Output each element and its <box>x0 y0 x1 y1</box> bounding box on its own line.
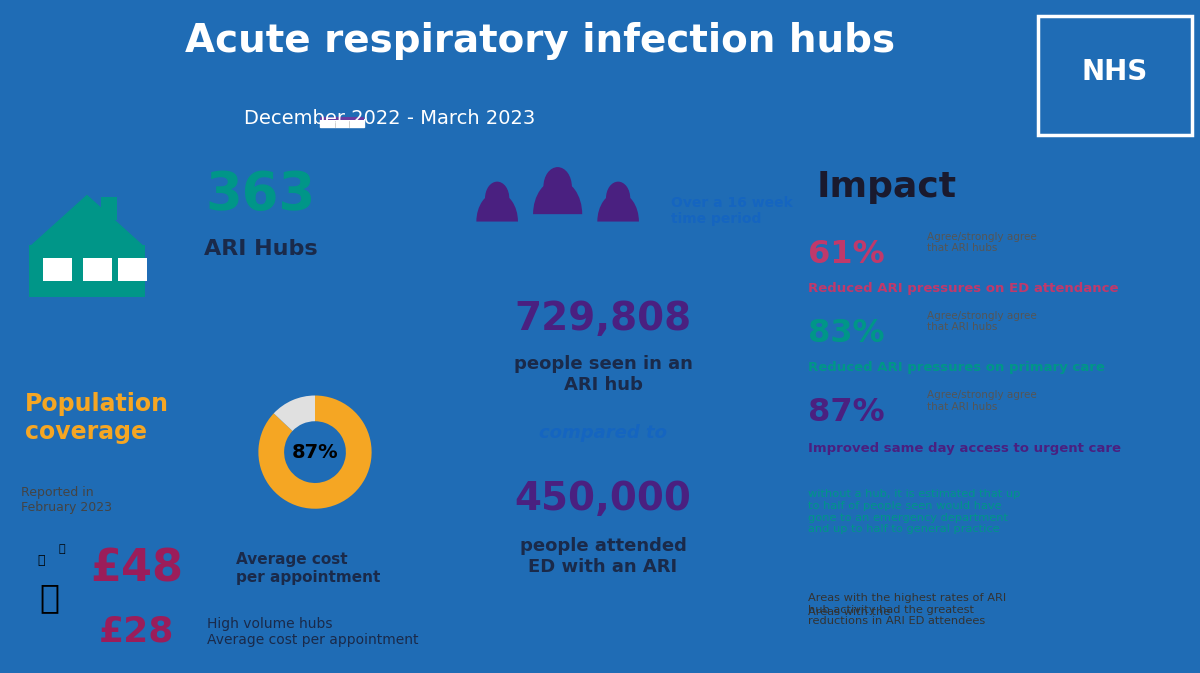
Text: Agree/strongly agree
that ARI hubs: Agree/strongly agree that ARI hubs <box>926 311 1037 332</box>
Text: Reduced ARI pressures on primary care: Reduced ARI pressures on primary care <box>809 361 1105 374</box>
Wedge shape <box>258 396 372 509</box>
Text: Areas with the: Areas with the <box>809 607 894 617</box>
Text: £48: £48 <box>90 547 184 590</box>
Text: NHS: NHS <box>1081 59 1148 86</box>
Text: Agree/strongly agree
that ARI hubs: Agree/strongly agree that ARI hubs <box>926 232 1037 253</box>
Text: Reduced ARI pressures on ED attendance: Reduced ARI pressures on ED attendance <box>809 282 1118 295</box>
Text: Improved same day access to urgent care: Improved same day access to urgent care <box>809 442 1121 455</box>
Text: 61%: 61% <box>809 238 884 270</box>
Text: people attended
ED with an ARI: people attended ED with an ARI <box>520 537 686 576</box>
Text: Acute respiratory infection hubs: Acute respiratory infection hubs <box>185 22 895 59</box>
Text: 729,808: 729,808 <box>515 300 691 338</box>
Bar <box>118 258 146 281</box>
Bar <box>43 258 72 281</box>
Text: ARI Hubs: ARI Hubs <box>204 239 318 259</box>
Text: 🪙: 🪙 <box>37 554 46 567</box>
Bar <box>102 197 118 219</box>
Text: Agree/strongly agree
that ARI hubs: Agree/strongly agree that ARI hubs <box>926 390 1037 412</box>
Circle shape <box>544 168 571 205</box>
Text: Population
coverage: Population coverage <box>25 392 169 444</box>
Bar <box>320 118 364 120</box>
Bar <box>29 245 145 297</box>
Text: 🐷: 🐷 <box>40 581 60 614</box>
Text: 🪙: 🪙 <box>59 544 66 555</box>
FancyBboxPatch shape <box>320 119 364 127</box>
Text: 363: 363 <box>205 169 316 221</box>
Text: people seen in an
ARI hub: people seen in an ARI hub <box>514 355 692 394</box>
Text: Impact: Impact <box>816 170 956 204</box>
Text: Average cost
per appointment: Average cost per appointment <box>236 553 380 585</box>
Text: 87%: 87% <box>292 443 338 462</box>
FancyBboxPatch shape <box>1038 16 1192 135</box>
Text: Over a 16 week
time period: Over a 16 week time period <box>671 196 793 226</box>
Text: £28: £28 <box>98 615 174 649</box>
Wedge shape <box>533 180 582 214</box>
Circle shape <box>486 182 509 214</box>
Text: without a hub, it is estimated that up
to half of people seen would have
gone to: without a hub, it is estimated that up t… <box>809 489 1021 534</box>
Wedge shape <box>274 396 314 431</box>
Text: 83%: 83% <box>809 318 884 349</box>
Circle shape <box>607 182 630 214</box>
Text: December 2022 - March 2023: December 2022 - March 2023 <box>245 109 535 128</box>
Text: Reported in
February 2023: Reported in February 2023 <box>20 486 112 513</box>
Polygon shape <box>29 194 145 247</box>
Text: Areas with the highest rates of ARI
hub activity had the greatest
reductions in : Areas with the highest rates of ARI hub … <box>809 593 1007 626</box>
Wedge shape <box>598 192 638 221</box>
Text: High volume hubs
Average cost per appointment: High volume hubs Average cost per appoin… <box>206 616 419 647</box>
Text: 87%: 87% <box>809 397 884 428</box>
Text: compared to: compared to <box>539 423 667 441</box>
Bar <box>83 258 112 281</box>
Polygon shape <box>714 518 828 639</box>
Text: 450,000: 450,000 <box>515 480 691 518</box>
Wedge shape <box>476 192 518 221</box>
